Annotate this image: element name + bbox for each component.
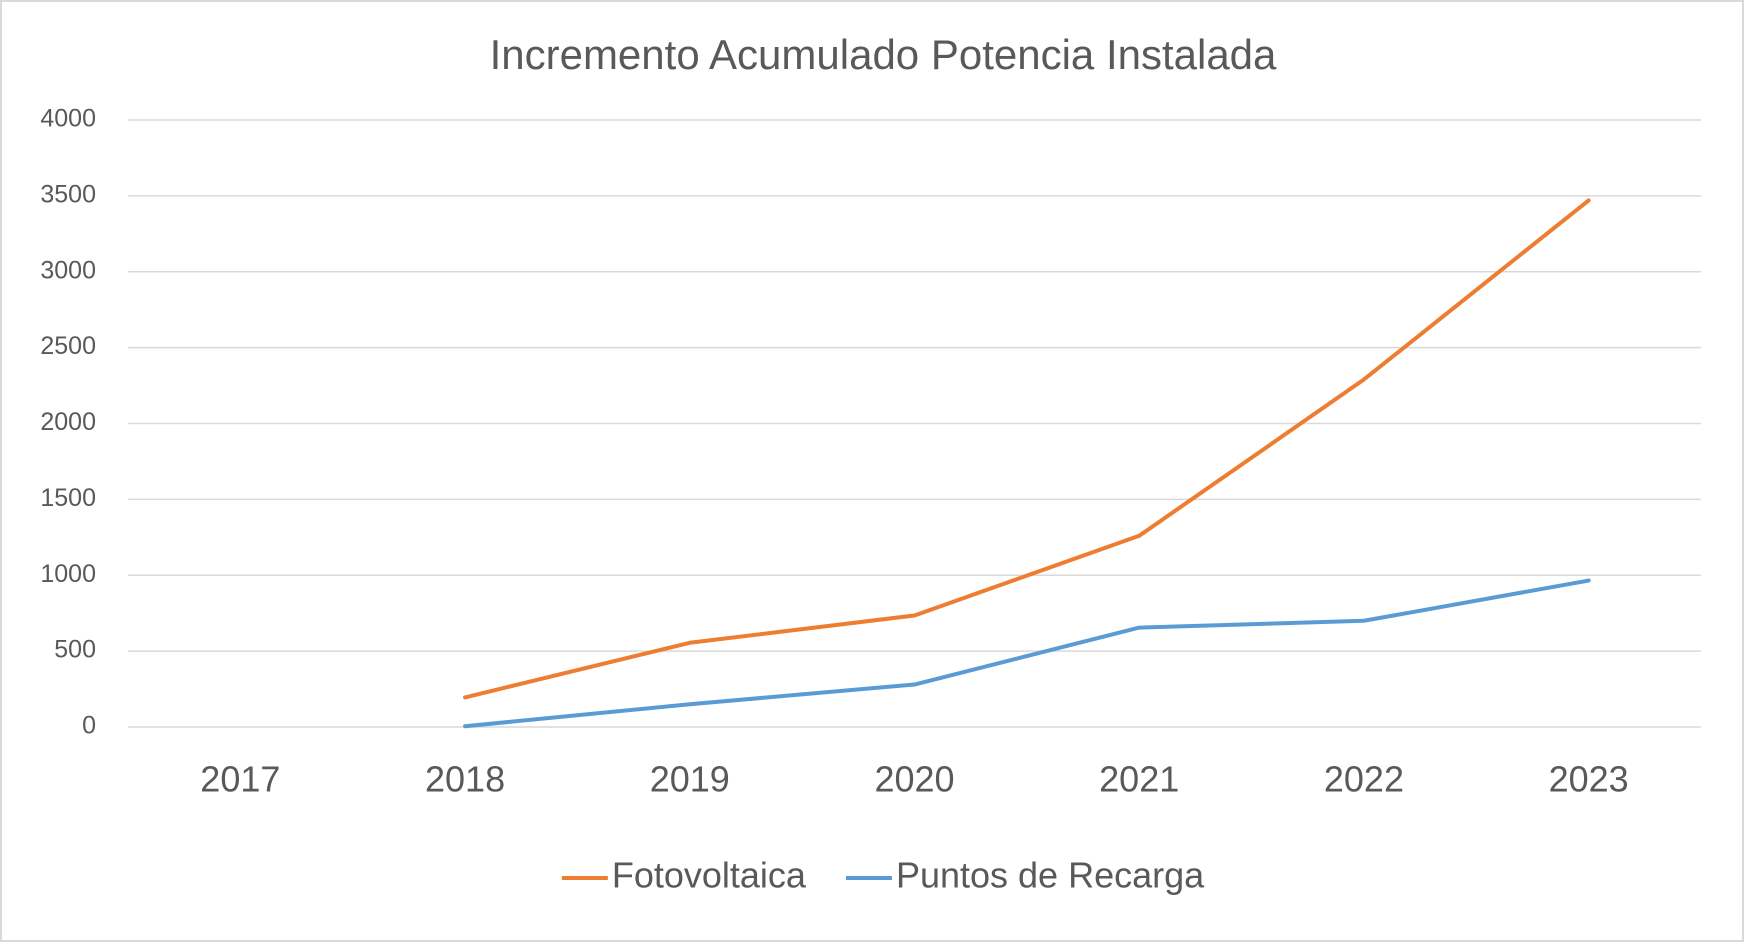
y-tick-label: 1000 [40, 560, 96, 588]
x-tick-label: 2020 [874, 759, 954, 800]
legend-label: Puntos de Recarga [896, 855, 1205, 896]
legend-item: Fotovoltaica [561, 855, 807, 896]
x-tick-label: 2017 [200, 759, 280, 800]
x-tick-label: 2018 [425, 759, 505, 800]
y-tick-label: 4000 [40, 105, 96, 133]
x-tick-label: 2022 [1324, 759, 1404, 800]
x-tick-label: 2023 [1549, 759, 1629, 800]
y-tick-label: 3500 [40, 180, 96, 208]
series-line [463, 198, 1591, 700]
y-tick-label: 2000 [40, 408, 96, 436]
y-tick-label: 3000 [40, 256, 96, 284]
y-tick-label: 2500 [40, 332, 96, 360]
x-tick-label: 2021 [1099, 759, 1179, 800]
series-line [463, 578, 1591, 729]
chart-title: Incremento Acumulado Potencia Instalada [490, 31, 1277, 78]
x-tick-label: 2019 [650, 759, 730, 800]
legend-label: Fotovoltaica [612, 855, 807, 896]
y-tick-label: 0 [82, 712, 96, 740]
legend-item: Puntos de Recarga [845, 855, 1205, 896]
y-tick-label: 500 [54, 636, 96, 664]
y-tick-label: 1500 [40, 484, 96, 512]
